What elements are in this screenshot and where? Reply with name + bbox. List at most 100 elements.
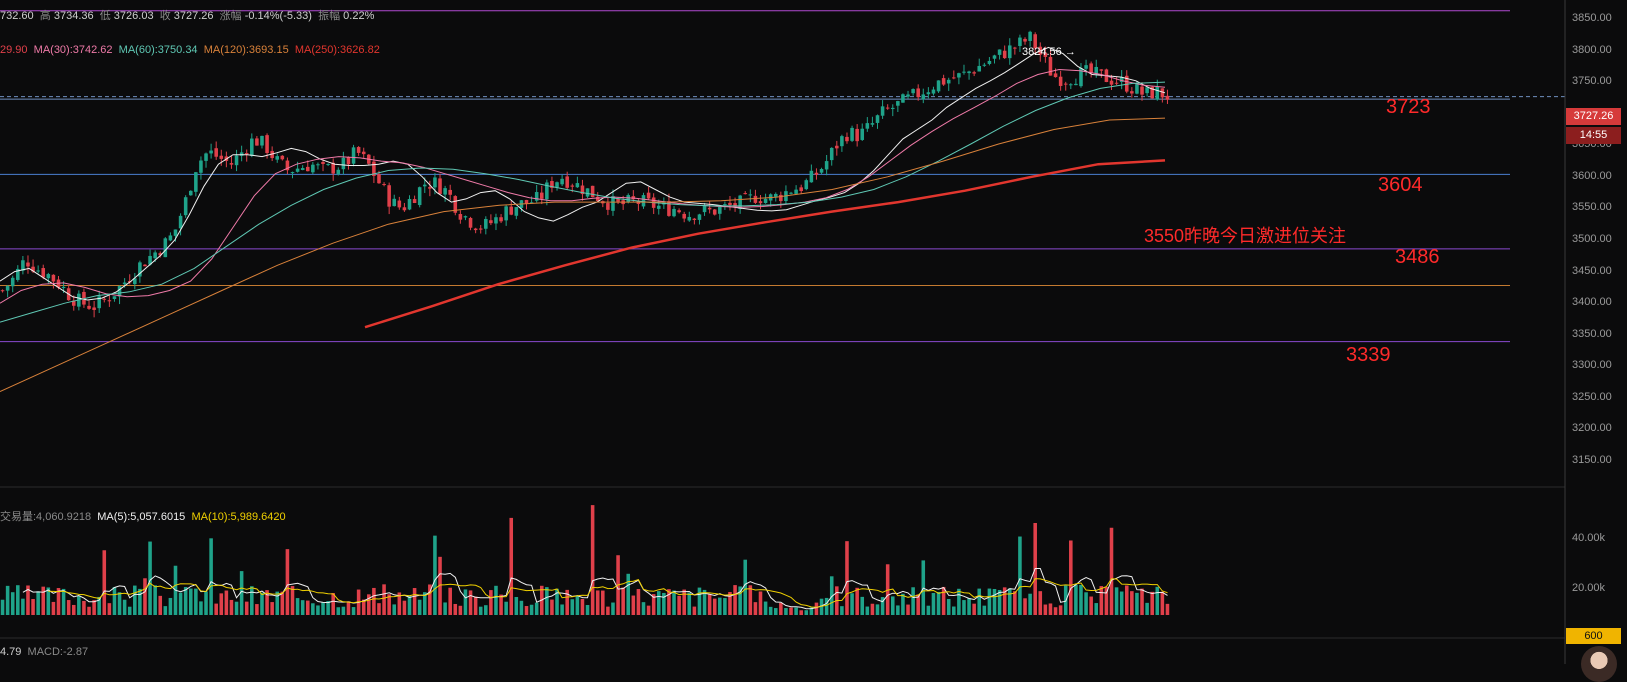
volume-bar — [397, 592, 402, 615]
volume-ma-line — [48, 578, 1168, 608]
volume-bar — [534, 602, 539, 615]
volume-bar — [285, 549, 290, 615]
volume-bar — [188, 588, 193, 615]
candle-body — [117, 286, 122, 297]
volume-bar — [453, 603, 458, 615]
volume-bar — [758, 591, 763, 615]
volume-bar — [1058, 605, 1063, 615]
macd-label: MACD:-2.87 — [27, 646, 89, 658]
volume-bar — [1150, 591, 1154, 615]
volume-bar — [514, 597, 519, 615]
candle-body — [478, 228, 483, 230]
volume-bar — [901, 593, 905, 615]
volume-bar — [916, 594, 920, 615]
candle-body — [967, 71, 971, 74]
candle-body — [275, 156, 280, 160]
candle-body — [926, 92, 931, 95]
candle-body — [1130, 91, 1134, 94]
volume-bar — [372, 587, 376, 615]
price-tick: 3500.00 — [1572, 233, 1612, 245]
candle-body — [565, 176, 569, 188]
candle-body — [489, 220, 493, 224]
volume-bar — [438, 556, 442, 615]
volume-bar — [504, 601, 508, 615]
volume-bar — [1013, 591, 1017, 615]
high-label: 高 — [39, 10, 51, 22]
candle-body — [875, 115, 880, 123]
volume-bar — [61, 588, 66, 615]
candle-body — [448, 189, 452, 195]
volume-bar — [682, 589, 686, 615]
candle-body — [514, 207, 519, 216]
annotation-3486: 3486 — [1395, 246, 1440, 268]
volume-bar — [1140, 588, 1144, 615]
volume-bar — [936, 591, 941, 615]
volume-bar — [422, 592, 427, 615]
close-value: 3727.26 — [173, 10, 214, 22]
candle-body — [499, 217, 503, 222]
volume-bar — [107, 603, 112, 615]
volume-bar — [341, 606, 346, 615]
candle-body — [702, 205, 707, 213]
volume-bar — [199, 601, 203, 615]
ma-line-ma250 — [364, 159, 1166, 329]
volume-legend: 交易量:4,060.9218 MA(5):5,057.6015 MA(10):5… — [0, 508, 286, 524]
candle-body — [204, 153, 208, 161]
candle-body — [545, 182, 549, 200]
candle-body — [392, 198, 397, 207]
candle-body — [1155, 86, 1160, 100]
candle-body — [748, 194, 753, 196]
candle-body — [946, 79, 951, 84]
volume-ma-line — [22, 568, 1168, 610]
candle-body — [723, 204, 727, 206]
volume-bar — [407, 595, 412, 615]
ma-line-ma120 — [0, 117, 1166, 393]
candle-body — [336, 169, 341, 175]
volume-bar — [1119, 591, 1124, 615]
volume-bar — [773, 608, 778, 615]
candle-body — [250, 138, 254, 156]
candle-body — [1119, 77, 1124, 82]
volume-bar — [1114, 587, 1119, 615]
volume-bar — [478, 606, 483, 615]
candle-body — [819, 169, 824, 173]
volume-bar — [244, 601, 249, 615]
candle-body — [590, 185, 595, 198]
volume-bar — [280, 591, 285, 615]
candle-body — [61, 286, 66, 289]
candle-body — [779, 194, 783, 202]
candle-body — [265, 135, 269, 154]
volume-bar — [779, 602, 783, 615]
user-avatar[interactable] — [1581, 646, 1617, 682]
candle-body — [188, 190, 193, 196]
candle-body — [351, 147, 356, 164]
candle-body — [641, 195, 646, 207]
volume-bar — [1018, 536, 1022, 615]
candle-body — [21, 260, 25, 271]
candle-body — [952, 77, 956, 79]
candle-body — [468, 217, 473, 228]
volume-bar — [804, 610, 809, 615]
candle-body — [1140, 86, 1144, 95]
candle-body — [835, 145, 839, 149]
volume-bar — [234, 601, 239, 615]
candle-body — [697, 214, 702, 220]
candle-body — [575, 183, 580, 188]
volume-bar — [122, 599, 127, 615]
candle-body — [906, 94, 910, 97]
volume-tick-40k: 40.00k — [1572, 532, 1606, 544]
price-chart[interactable] — [0, 0, 1627, 664]
candle-body — [158, 253, 163, 256]
volume-bar — [992, 588, 997, 615]
volume-bar — [575, 595, 580, 615]
candle-body — [509, 206, 514, 215]
candle-body — [550, 181, 554, 188]
volume-bar — [850, 593, 854, 615]
candle-body — [473, 228, 478, 231]
volume-bar — [967, 598, 971, 615]
volume-bar — [311, 603, 315, 615]
annotation-3604: 3604 — [1378, 174, 1423, 196]
candle-body — [194, 172, 198, 192]
volume-bar — [275, 591, 280, 615]
volume-bar — [946, 598, 951, 615]
